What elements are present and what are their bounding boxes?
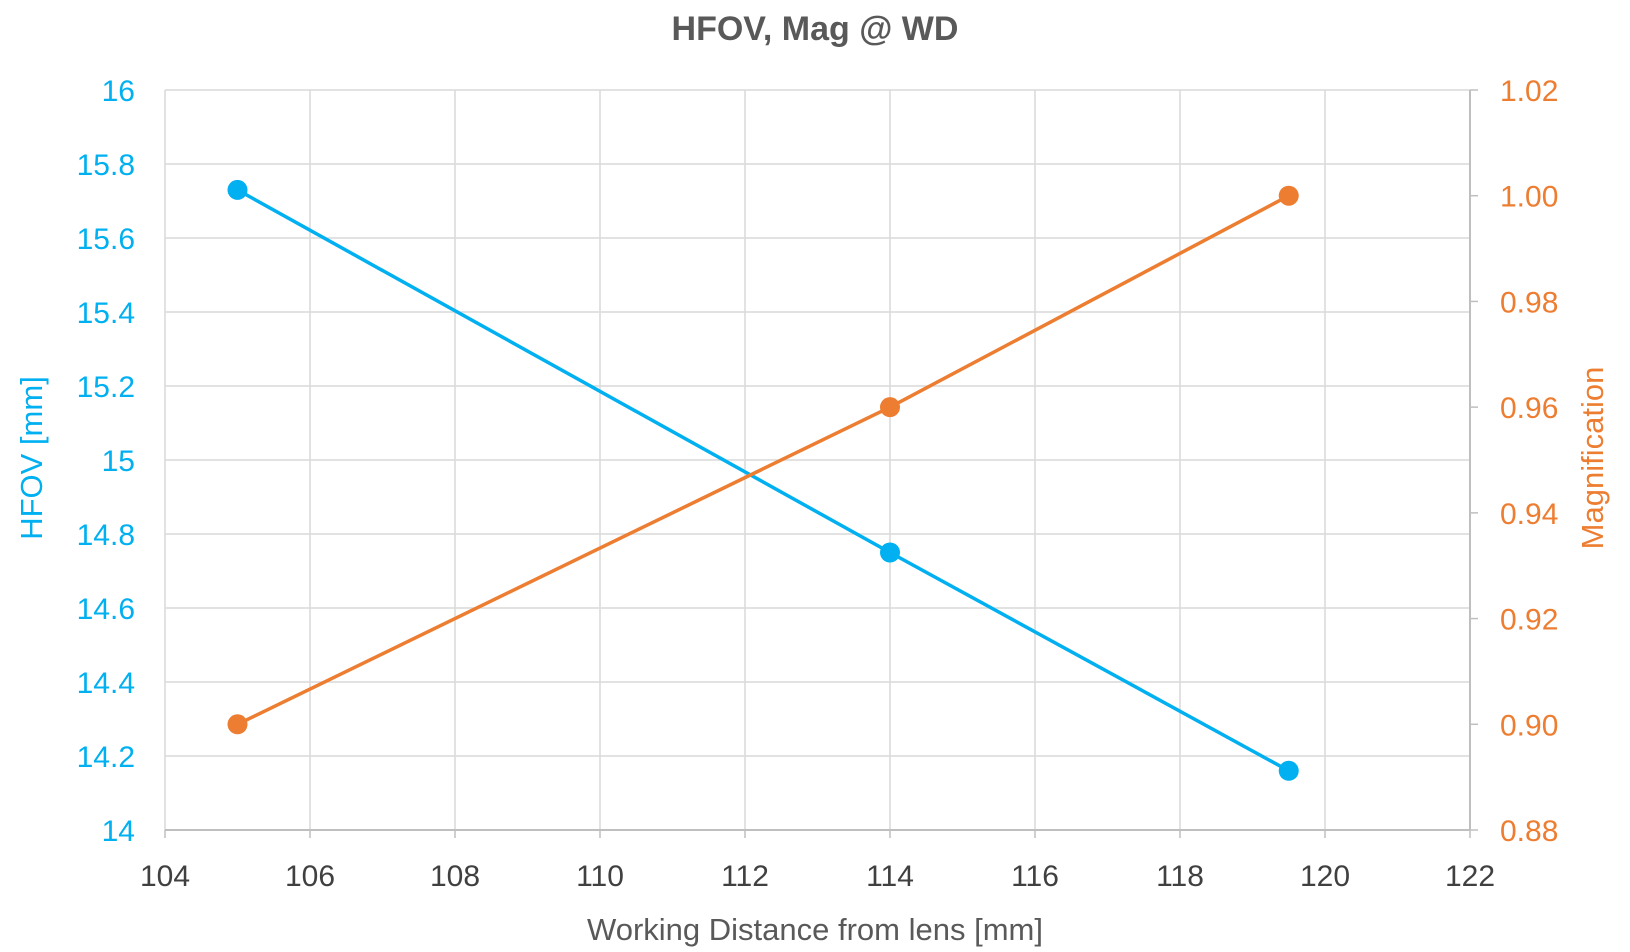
x-tick-label: 110	[576, 860, 624, 893]
y2-axis-title: Magnification	[1575, 367, 1610, 550]
chart-title: HFOV, Mag @ WD	[672, 10, 959, 48]
y-tick-label: 14.2	[77, 741, 135, 774]
grid	[164, 89, 1471, 831]
tick-labels: 14 14.2 14.4 14.6 14.8 15 15.2 15.4 15.6 15.8 16 10…	[77, 75, 1559, 893]
hfov-data-point	[880, 542, 900, 563]
y-tick-label: 15.8	[77, 149, 135, 182]
x-tick-label: 104	[140, 860, 190, 893]
y-axis-title: HFOV [mm]	[14, 376, 49, 540]
magnification-data-point	[227, 714, 248, 735]
x-tick-label: 108	[430, 860, 480, 893]
x-tick-label: 114	[866, 860, 914, 893]
y-tick-label: 15.6	[77, 223, 135, 256]
x-tick-label: 112	[721, 860, 769, 893]
y2-tick-label: 0.88	[1500, 815, 1558, 848]
x-tick-label: 106	[285, 860, 335, 893]
magnification-data-point	[1278, 185, 1299, 206]
y-tick-label: 14.4	[77, 667, 135, 700]
y-tick-label: 15.2	[77, 371, 135, 404]
y-tick-label: 16	[102, 75, 135, 108]
hfov-series-line	[236, 188, 1290, 773]
x-tick-label: 120	[1300, 860, 1350, 893]
y-tick-label: 15.4	[77, 297, 135, 330]
hfov-data-point	[227, 179, 248, 200]
y2-tick-label: 0.98	[1500, 286, 1558, 319]
x-tick-label: 118	[1156, 860, 1204, 893]
y2-tick-label: 0.96	[1500, 392, 1558, 425]
x-axis-title: Working Distance from lens [mm]	[587, 912, 1043, 947]
y2-tick-label: 1.02	[1500, 75, 1558, 108]
y-tick-label: 15	[102, 445, 135, 478]
y2-tick-label: 0.94	[1500, 498, 1558, 531]
x-tick-label: 122	[1445, 860, 1495, 893]
y2-tick-label: 1.00	[1500, 181, 1558, 214]
y-tick-label: 14.6	[77, 593, 135, 626]
series	[227, 179, 1299, 781]
axes	[164, 89, 1478, 838]
y2-tick-label: 0.90	[1500, 709, 1558, 742]
x-tick-label: 116	[1011, 860, 1059, 893]
hfov-data-point	[1278, 760, 1299, 781]
y-tick-label: 14	[102, 815, 135, 848]
y-tick-label: 14.8	[77, 519, 135, 552]
magnification-data-point	[880, 397, 900, 418]
y2-tick-label: 0.92	[1500, 604, 1558, 637]
